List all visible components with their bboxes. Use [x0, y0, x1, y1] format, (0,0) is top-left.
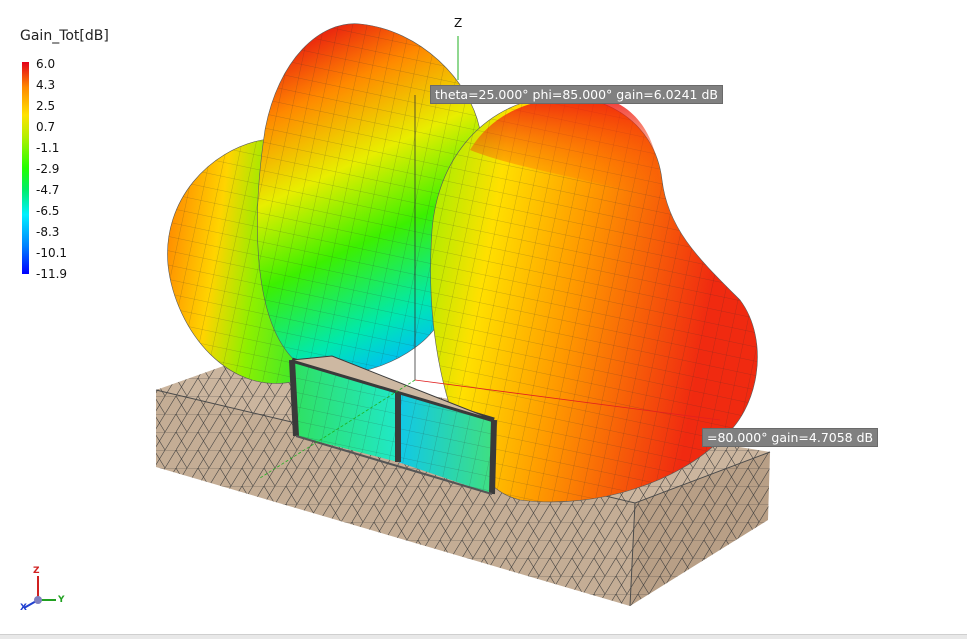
triad-z-label: Z: [33, 566, 40, 576]
bottom-border: [0, 634, 967, 639]
legend-color-bar: [22, 62, 29, 274]
triad-y-label: Y: [58, 595, 65, 605]
legend-value: -2.9: [36, 162, 60, 176]
legend-value: 6.0: [36, 57, 56, 71]
legend-value: 0.7: [36, 120, 56, 134]
antenna-structure: [289, 355, 497, 495]
legend-title: Gain_Tot[dB]: [20, 28, 109, 44]
triad-x-label: X: [20, 603, 27, 613]
legend-value: -11.9: [36, 267, 68, 281]
legend-value: -6.5: [36, 204, 60, 218]
legend-value: -1.1: [36, 141, 60, 155]
legend-value: -4.7: [36, 183, 60, 197]
global-axes: [259, 36, 721, 479]
legend-value: -10.1: [36, 246, 68, 260]
legend-value: 4.3: [36, 78, 56, 92]
marker-tooltip-right[interactable]: =80.000° gain=4.7058 dB: [702, 428, 879, 447]
legend-value: -8.3: [36, 225, 60, 239]
axis-triad: [23, 576, 56, 609]
z-axis-label: Z: [454, 16, 463, 30]
legend-value: 2.5: [36, 99, 56, 113]
marker-tooltip-top[interactable]: theta=25.000° phi=85.000° gain=6.0241 dB: [430, 85, 723, 104]
